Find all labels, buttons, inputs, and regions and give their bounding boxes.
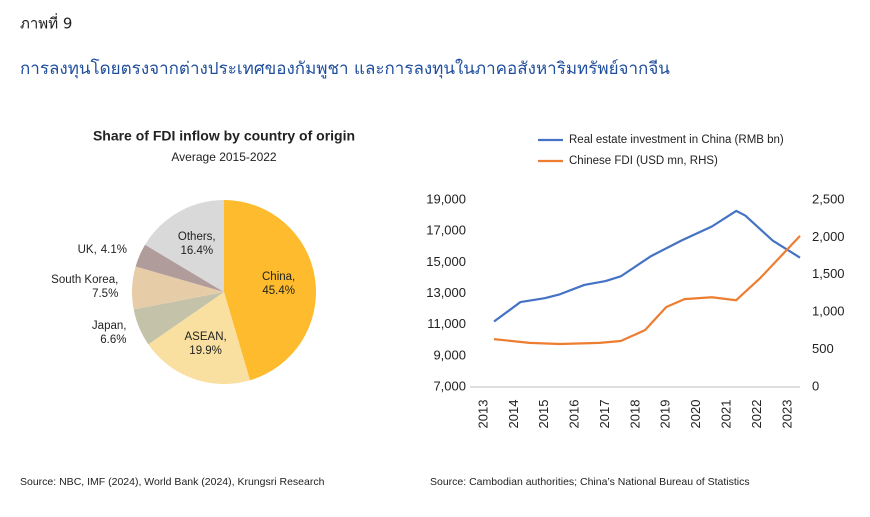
slice-value: 7.5% (92, 288, 118, 300)
slice-label: Others, 16.4% (178, 231, 216, 257)
line-series (493, 209, 801, 323)
x-tick-label: 2022 (749, 400, 764, 429)
y-tick-label: 7,000 (433, 378, 466, 393)
slice-label: South Korea, 7.5% (51, 274, 118, 300)
slice-category: ASEAN, (185, 331, 227, 343)
x-tick-label: 2016 (567, 400, 582, 429)
y-tick-label: 13,000 (426, 285, 466, 300)
x-tick-label: 2021 (719, 400, 734, 429)
x-tick-label: 2018 (627, 400, 642, 429)
y2-tick-label: 1,000 (812, 304, 845, 319)
figure-label: ภาพที่ 9 (20, 13, 72, 33)
slice-category: Japan, (92, 320, 127, 332)
chart-subtitle: Average 2015-2022 (171, 150, 277, 164)
slice-label: China, 45.4% (262, 271, 295, 297)
slice-value: 6.6% (100, 334, 126, 346)
x-tick-label: 2013 (475, 400, 490, 429)
pie-slice (224, 199, 317, 381)
pie-slice (145, 200, 224, 292)
y-tick-label: 17,000 (426, 223, 466, 238)
pie-slice (148, 292, 250, 384)
y2-tick-label: 2,000 (812, 229, 845, 244)
slice-value: 19.9% (189, 345, 222, 357)
legend-label: Chinese FDI (USD mn, RHS) (569, 155, 718, 167)
source: Source: Cambodian authorities; China’s N… (430, 476, 750, 488)
x-tick-label: 2014 (506, 400, 521, 429)
slice-label: Japan, 6.6% (92, 320, 127, 346)
slice-value: 16.4% (180, 245, 213, 257)
pie-slice (132, 266, 224, 310)
y2-tick-label: 2,500 (812, 191, 845, 206)
slice-label: UK, 4.1% (78, 244, 127, 256)
y2-tick-label: 1,500 (812, 266, 845, 281)
pie-slice (133, 292, 224, 345)
slice-category: Others, (178, 231, 216, 243)
y-tick-label: 19,000 (426, 191, 466, 206)
x-tick-label: 2017 (597, 400, 612, 429)
chart-title: Share of FDI inflow by country of origin (93, 128, 355, 144)
slice-value: 4.1% (101, 244, 127, 256)
slice-value: 45.4% (262, 285, 295, 297)
y-tick-label: 11,000 (427, 316, 466, 331)
legend-label: Real estate investment in China (RMB bn) (569, 134, 784, 146)
y-tick-label: 9,000 (433, 347, 466, 362)
slice-category: South Korea, (51, 274, 118, 286)
source: Source: NBC, IMF (2024), World Bank (202… (20, 476, 325, 488)
line-series (493, 235, 801, 346)
figure-title: การลงทุนโดยตรงจากต่างประเทศของกัมพูชา แล… (20, 58, 670, 79)
slice-category: China, (262, 271, 295, 283)
x-tick-label: 2020 (688, 400, 703, 429)
y2-tick-label: 500 (812, 341, 834, 356)
slice-label: ASEAN, 19.9% (185, 331, 227, 357)
y2-tick-label: 0 (812, 378, 819, 393)
slice-category: UK, (78, 244, 97, 256)
pie-slice (135, 244, 224, 292)
y-tick-label: 15,000 (426, 254, 466, 269)
x-tick-label: 2019 (658, 400, 673, 429)
x-tick-label: 2015 (536, 400, 551, 429)
x-tick-label: 2023 (779, 400, 794, 429)
